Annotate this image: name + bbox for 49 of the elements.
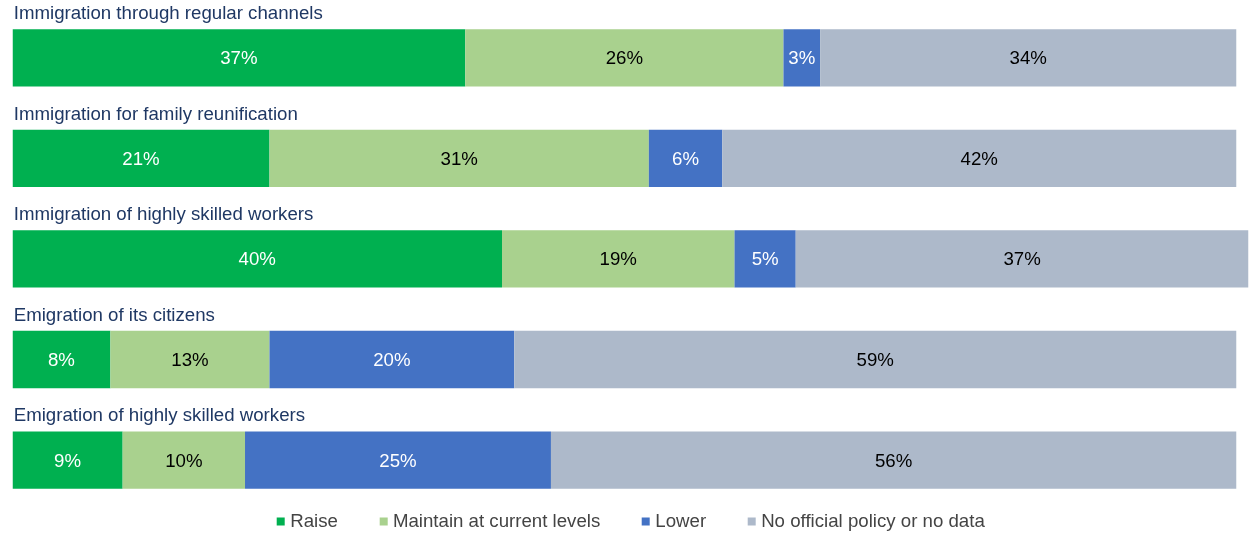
y-tick-label: Emigration of its citizens xyxy=(13,303,215,325)
bar xyxy=(12,330,111,389)
y-tick-label: Immigration through regular channels xyxy=(13,2,323,24)
bar xyxy=(502,230,735,288)
data-label: 21% xyxy=(122,147,160,169)
bar xyxy=(122,431,246,489)
data-label: 13% xyxy=(171,349,209,371)
data-label: 19% xyxy=(599,248,637,270)
data-label: 40% xyxy=(238,248,276,270)
data-label: 3% xyxy=(788,47,816,69)
data-label: 31% xyxy=(440,147,478,169)
legend-label: Maintain at current levels xyxy=(392,510,601,532)
bar xyxy=(734,230,796,288)
data-label: 8% xyxy=(47,349,75,371)
bar xyxy=(269,129,649,188)
legend-label: Raise xyxy=(290,510,338,532)
bar xyxy=(12,431,123,489)
data-label: 42% xyxy=(960,147,998,169)
bar xyxy=(465,29,784,87)
y-tick-label: Immigration for family reunification xyxy=(13,102,298,124)
bar xyxy=(110,330,270,389)
data-label: 9% xyxy=(54,449,82,471)
data-label: 20% xyxy=(373,349,411,371)
y-tick-label: Emigration of highly skilled workers xyxy=(13,404,306,426)
data-label: 34% xyxy=(1009,47,1047,69)
legend-label: No official policy or no data xyxy=(761,510,985,532)
data-label: 37% xyxy=(1003,248,1041,270)
bar xyxy=(783,29,821,87)
data-label: 6% xyxy=(672,147,700,169)
data-label: 56% xyxy=(874,449,913,471)
bar xyxy=(648,129,723,188)
data-label: 37% xyxy=(220,47,258,69)
bar xyxy=(12,29,466,87)
bar xyxy=(514,330,1237,389)
bar xyxy=(12,230,502,288)
data-label: 26% xyxy=(605,47,644,69)
y-tick-label: Immigration of highly skilled workers xyxy=(13,203,314,225)
bar xyxy=(12,129,270,188)
bar xyxy=(269,330,515,389)
bar xyxy=(795,230,1249,288)
data-label: 59% xyxy=(856,349,894,371)
legend-label: Lower xyxy=(655,510,707,532)
bar xyxy=(550,431,1237,489)
bar xyxy=(722,129,1237,188)
bar xyxy=(820,29,1237,87)
data-label: 5% xyxy=(751,248,779,270)
bar xyxy=(245,431,551,489)
data-label: 25% xyxy=(379,449,417,471)
data-label: 10% xyxy=(165,449,203,471)
